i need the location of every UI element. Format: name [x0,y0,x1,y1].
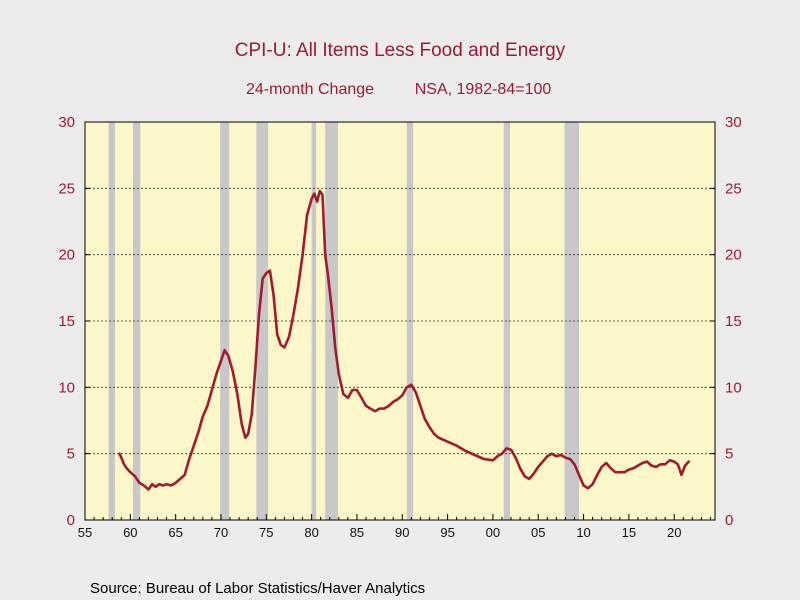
y-tick-right-0: 0 [725,512,733,529]
plot-area [85,122,715,520]
y-tick-right-25: 25 [725,180,742,197]
y-tick-left-30: 30 [58,114,75,131]
recession-band-1 [133,122,141,520]
y-tick-right-20: 20 [725,247,742,264]
x-tick-label-85: 85 [350,525,364,540]
chart-source: Source: Bureau of Labor Statistics/Haver… [90,580,425,597]
x-tick-label-90: 90 [395,525,409,540]
y-tick-right-5: 5 [725,446,733,463]
y-tick-left-15: 15 [58,313,75,330]
y-tick-right-10: 10 [725,379,742,396]
series-line-0 [118,189,690,491]
x-tick-label-05: 05 [531,525,545,540]
recession-band-8 [564,122,579,520]
x-tick-label-00: 00 [486,525,500,540]
y-axis-left: 0 5 10 15 20 25 30 [58,114,90,529]
chart-subtitle-left: 24-month Change [246,81,374,98]
x-tick-label-55: 55 [78,525,92,540]
x-tick-label-70: 70 [214,525,228,540]
x-tick-label-80: 80 [304,525,318,540]
y-axis-right: 0 5 10 15 20 25 30 [710,114,742,529]
x-tick-label-15: 15 [622,525,636,540]
chart-subtitle-right: NSA, 1982-84=100 [415,81,552,98]
x-tick-label-95: 95 [440,525,454,540]
x-tick-label-10: 10 [576,525,590,540]
series-layer [118,189,690,491]
y-tick-left-5: 5 [67,446,75,463]
y-tick-left-25: 25 [58,180,75,197]
recession-band-0 [108,122,115,520]
y-tick-left-0: 0 [67,512,75,529]
x-tick-label-75: 75 [259,525,273,540]
x-tick-label-20: 20 [667,525,681,540]
x-axis: 55 60 65 70 75 80 85 90 95 00 05 10 15 20 [78,514,711,540]
y-tick-right-30: 30 [725,114,742,131]
recession-band-2 [220,122,230,520]
chart-title: CPI-U: All Items Less Food and Energy [235,40,566,61]
x-tick-label-65: 65 [168,525,182,540]
y-tick-left-20: 20 [58,247,75,264]
y-tick-left-10: 10 [58,379,75,396]
y-tick-right-15: 15 [725,313,742,330]
x-tick-label-60: 60 [123,525,137,540]
